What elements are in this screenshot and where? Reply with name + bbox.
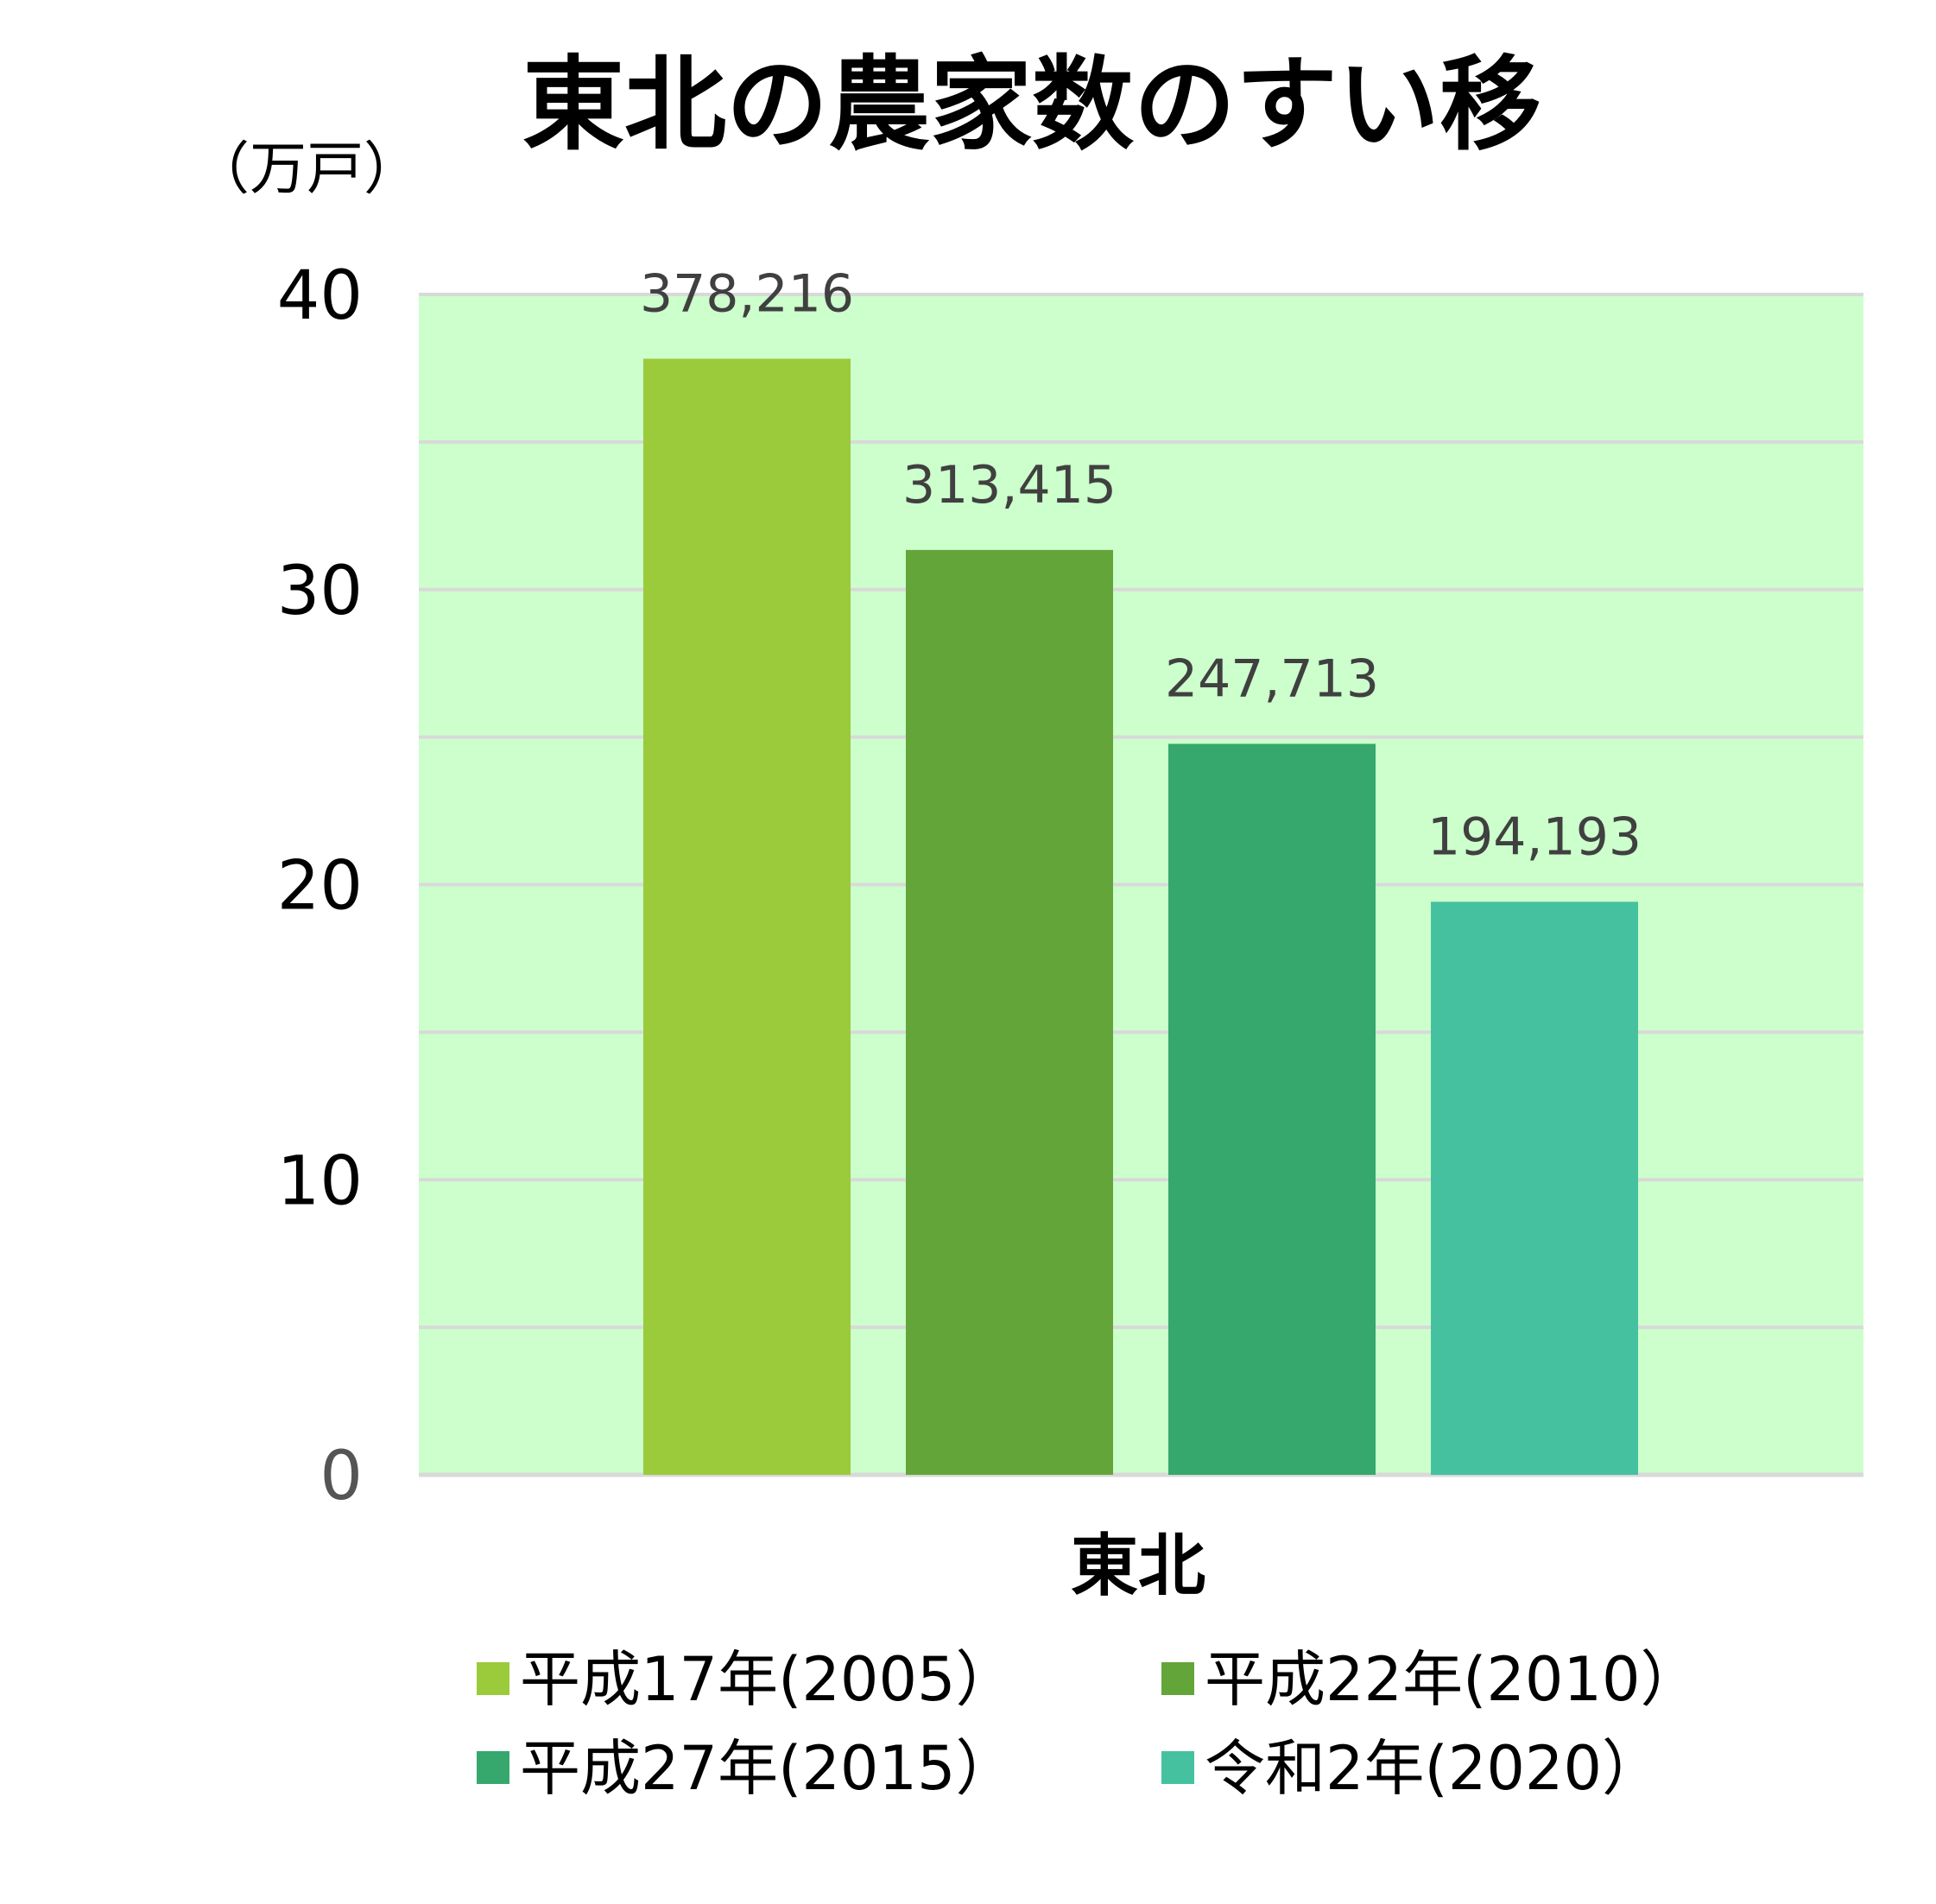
bar bbox=[1431, 901, 1638, 1475]
x-axis-categories: 東北 bbox=[1071, 1528, 1205, 1605]
legend-swatch bbox=[477, 1662, 509, 1695]
y-tick-label: 40 bbox=[277, 257, 363, 335]
y-axis-ticks: 0 10 20 30 40 bbox=[277, 257, 363, 1515]
data-labels: 378,216 313,415 247,713 194,193 bbox=[640, 263, 1642, 867]
data-label: 313,415 bbox=[902, 455, 1117, 516]
y-tick-label: 30 bbox=[277, 553, 363, 630]
legend-entry: 令和2年(2020） bbox=[1205, 1733, 1662, 1804]
bar bbox=[1168, 743, 1376, 1475]
legend-entry: 平成17年(2005） bbox=[520, 1644, 1016, 1715]
legend-swatch bbox=[1161, 1662, 1194, 1695]
legend-swatch bbox=[477, 1751, 509, 1784]
bar bbox=[643, 358, 851, 1476]
legend-entry: 平成22年(2010） bbox=[1205, 1644, 1701, 1715]
bar bbox=[906, 549, 1113, 1475]
y-tick-label: 20 bbox=[277, 848, 363, 926]
x-category-label: 東北 bbox=[1071, 1528, 1205, 1605]
legend-swatch bbox=[1161, 1751, 1194, 1784]
legend-entry: 平成27年(2015） bbox=[520, 1733, 1016, 1804]
chart-title: 東北の農家数のすい移 bbox=[522, 45, 1541, 164]
y-tick-label: 0 bbox=[320, 1438, 363, 1515]
data-label: 247,713 bbox=[1165, 648, 1379, 709]
legend: 平成17年(2005） 平成22年(2010） 平成27年(2015） 令和2年(20… bbox=[477, 1644, 1701, 1804]
data-label: 378,216 bbox=[640, 263, 854, 324]
data-label: 194,193 bbox=[1427, 807, 1642, 867]
y-tick-label: 10 bbox=[277, 1142, 363, 1220]
y-axis-unit-label: （万戸） bbox=[193, 136, 421, 202]
bars bbox=[643, 358, 1638, 1476]
